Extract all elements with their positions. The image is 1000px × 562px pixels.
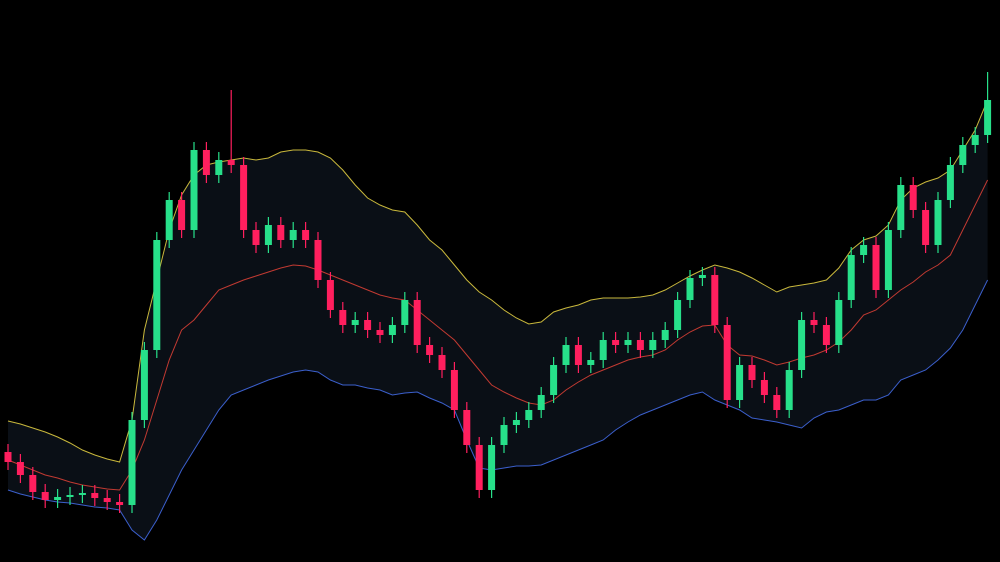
candle-body [711,275,719,325]
band-fill [8,100,988,540]
candle-body [599,340,607,360]
candle-body [835,300,843,345]
candle-body [413,300,421,345]
candle-body [636,340,644,350]
candle-body [314,240,322,280]
candle-body [103,498,111,502]
candle-body [202,150,210,175]
candle-body [66,495,74,497]
candle-body [302,230,310,240]
band-line [7,179,989,491]
candle-body [240,165,248,230]
candle-body [847,255,855,300]
candle-body [165,200,173,240]
candle-body [562,345,570,365]
candle-body [698,275,706,278]
candle-body [612,340,620,345]
candle-body [215,160,223,175]
candle-body [525,410,533,420]
candle-body [822,325,830,345]
candle-body [388,325,396,335]
candle-body [364,320,372,330]
candle-body [450,370,458,410]
candle-body [574,345,582,365]
candle-body [760,380,768,395]
candle-body [140,350,148,420]
candle-body [897,185,905,230]
candle-body [624,340,632,345]
candle-body [91,493,99,498]
candle-body [661,330,669,340]
candle-body [351,320,359,325]
candle-body [277,225,285,240]
candle-body [587,360,595,365]
candle-body [537,395,545,410]
candle-body [475,445,483,490]
candle-body [959,145,967,165]
candle-body [971,135,979,145]
candle-body [153,240,161,350]
candle-body [463,410,471,445]
candle-body [326,280,334,310]
band-line [7,279,989,541]
candle-body [686,278,694,300]
candle-body [41,492,49,500]
candle-body [946,165,954,200]
candle-body [748,365,756,380]
candle-body [674,300,682,330]
candle-body [54,497,62,500]
candle-body [376,330,384,335]
candle-body [785,370,793,410]
candle-body [736,365,744,400]
candle-body [810,320,818,325]
candle-body [264,225,272,245]
candle-body [884,230,892,290]
candle-body [116,502,124,505]
candle-body [872,245,880,290]
candle-body [922,210,930,245]
candle-body [550,365,558,395]
candle-body [860,245,868,255]
candle-body [909,185,917,210]
candle-body [649,340,657,350]
candle-body [488,445,496,490]
candle-body [16,462,24,475]
candle-body [190,150,198,230]
candle-body [78,493,86,495]
candle-body [426,345,434,355]
candle-body [500,425,508,445]
candle-body [128,420,136,505]
candle-body [252,230,260,245]
candle-body [773,395,781,410]
candle-body [438,355,446,370]
candle-body [512,420,520,425]
candle-body [339,310,347,325]
candle-body [29,475,37,492]
candle-body [227,160,235,165]
candle-body [984,100,992,135]
candle-body [289,230,297,240]
candle-body [723,325,731,400]
candle-body [4,452,12,462]
candle-body [798,320,806,370]
candle-body [934,200,942,245]
candle-body [401,300,409,325]
candle-body [178,200,186,230]
